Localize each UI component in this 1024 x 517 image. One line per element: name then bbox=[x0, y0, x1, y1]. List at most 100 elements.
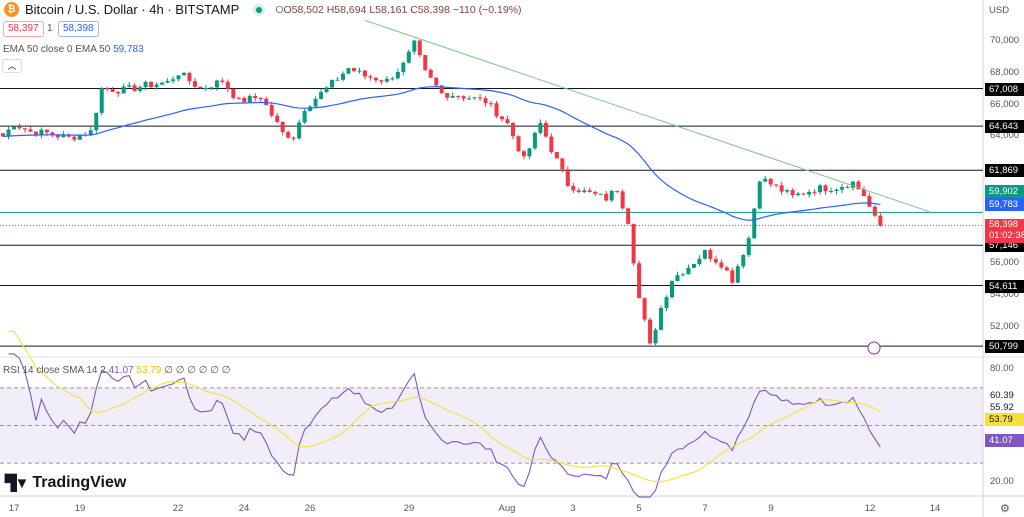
candle-body bbox=[22, 128, 27, 130]
rsi-value-tag: 41.07 bbox=[985, 434, 1024, 447]
candle-body bbox=[192, 81, 197, 87]
candle-body bbox=[582, 190, 587, 193]
time-tick: 22 bbox=[172, 503, 184, 514]
price-tick: 68,000 bbox=[990, 66, 1020, 78]
candle-body bbox=[774, 184, 779, 186]
time-tick: 9 bbox=[768, 503, 774, 514]
buy-price-button[interactable]: 58,398 bbox=[58, 21, 99, 37]
rsi-tick: 20.00 bbox=[990, 476, 1014, 487]
price-tick: 66,000 bbox=[990, 98, 1020, 110]
currency-label[interactable]: USD bbox=[989, 5, 1010, 16]
candle-body bbox=[379, 80, 384, 82]
rsi-value-label: 55.92 bbox=[990, 402, 1014, 413]
candle-body bbox=[236, 97, 241, 99]
candle-body bbox=[116, 92, 121, 94]
candle-body bbox=[203, 88, 208, 90]
candle-body bbox=[77, 134, 82, 140]
candle-body bbox=[335, 79, 340, 81]
candle-body bbox=[637, 263, 642, 299]
candle-body bbox=[675, 275, 680, 282]
candle-body bbox=[28, 129, 33, 132]
candle-body bbox=[445, 93, 450, 98]
candle-body bbox=[280, 121, 285, 132]
candle-body bbox=[850, 181, 855, 188]
candle-body bbox=[620, 191, 625, 209]
candle-body bbox=[55, 135, 60, 138]
bitcoin-icon: ₿ bbox=[4, 2, 19, 17]
time-tick: 7 bbox=[702, 503, 708, 514]
candle-body bbox=[867, 196, 872, 207]
candle-body bbox=[702, 250, 707, 259]
candle-body bbox=[461, 96, 466, 99]
candle-body bbox=[439, 85, 444, 94]
candle-body bbox=[697, 258, 702, 265]
candle-body bbox=[642, 298, 647, 320]
ema-legend: EMA 50 close 0 EMA 50 59,783 bbox=[3, 44, 144, 55]
last-price: 58,398 bbox=[989, 219, 1019, 230]
candle-body bbox=[44, 129, 49, 133]
level-price-tag: 64,643 bbox=[985, 120, 1024, 134]
candle-body bbox=[286, 131, 291, 138]
rsi-sma-tag: 53.79 bbox=[985, 413, 1024, 426]
candle-body bbox=[593, 191, 598, 194]
candle-body bbox=[406, 51, 411, 63]
candle-body bbox=[741, 254, 746, 267]
candle-body bbox=[768, 178, 773, 185]
candle-body bbox=[127, 85, 132, 87]
candle-body bbox=[324, 87, 329, 92]
candle-body bbox=[209, 87, 214, 89]
level-price-tag: 67,008 bbox=[985, 82, 1024, 96]
candle-body bbox=[796, 193, 801, 195]
collapse-legend-button[interactable]: ︿ bbox=[2, 59, 22, 73]
time-tick: 12 bbox=[864, 503, 876, 514]
time-tick: 5 bbox=[636, 503, 642, 514]
candle-body bbox=[472, 97, 477, 99]
candle-body bbox=[467, 98, 472, 100]
candle-body bbox=[362, 70, 367, 77]
candle-body bbox=[489, 103, 494, 105]
candle-body bbox=[686, 267, 691, 275]
candle-body bbox=[834, 189, 839, 192]
candle-body bbox=[829, 191, 834, 193]
candle-body bbox=[861, 189, 866, 197]
market-status-icon bbox=[253, 3, 266, 16]
candle-body bbox=[450, 95, 455, 98]
candle-body bbox=[483, 98, 488, 104]
candle-body bbox=[543, 122, 548, 137]
candle-body bbox=[171, 79, 176, 81]
tradingview-logo: ▜▼ TradingView bbox=[5, 474, 127, 492]
candle-body bbox=[269, 104, 274, 116]
candle-body bbox=[264, 98, 269, 105]
candle-body bbox=[708, 250, 713, 259]
candle-body bbox=[752, 208, 757, 239]
level-price-tag: 50,799 bbox=[985, 340, 1024, 354]
candle-body bbox=[330, 79, 335, 88]
candle-body bbox=[258, 98, 263, 100]
candle-body bbox=[670, 281, 674, 298]
candle-body bbox=[730, 270, 735, 283]
candle-body bbox=[713, 258, 718, 263]
candle-body bbox=[576, 190, 581, 193]
symbol-title[interactable]: Bitcoin / U.S. Dollar · 4h · BITSTAMP bbox=[25, 2, 240, 17]
rsi-legend: RSI 14 close SMA 14 2 41.07 53.79 ∅ ∅ ∅ … bbox=[3, 365, 231, 376]
sell-price-button[interactable]: 58,397 bbox=[3, 21, 44, 37]
candle-body bbox=[801, 193, 806, 195]
candle-body bbox=[478, 97, 483, 99]
candle-body bbox=[757, 181, 762, 209]
candle-body bbox=[664, 297, 669, 308]
candle-body bbox=[521, 151, 526, 157]
candle-body bbox=[346, 68, 351, 74]
candle-body bbox=[99, 88, 104, 113]
candle-body bbox=[384, 78, 389, 82]
settings-icon[interactable]: ⚙ bbox=[1000, 503, 1010, 515]
candle-body bbox=[247, 95, 252, 103]
candle-body bbox=[423, 55, 428, 70]
candle-body bbox=[527, 148, 532, 157]
candle-body bbox=[746, 238, 751, 255]
candle-body bbox=[615, 190, 620, 192]
candle-body bbox=[554, 152, 559, 159]
candle-body bbox=[779, 185, 784, 192]
candle-body bbox=[412, 40, 417, 52]
last-price-tag: 58,398 01:02:38 bbox=[985, 219, 1024, 243]
